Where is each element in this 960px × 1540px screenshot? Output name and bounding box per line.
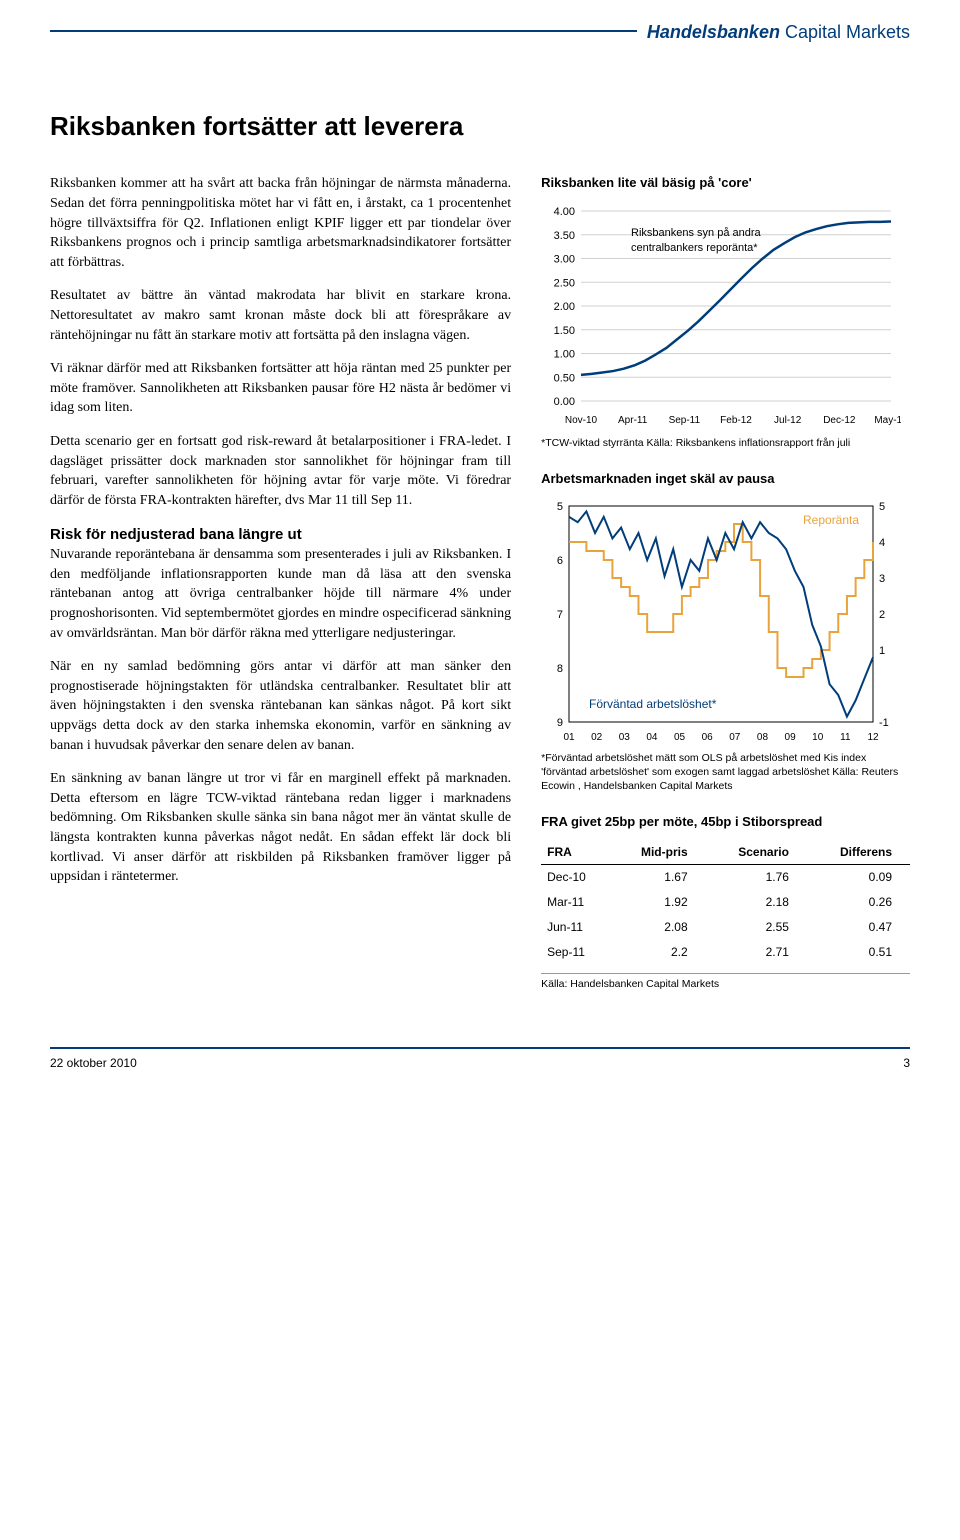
para-2: Resultatet av bättre än väntad makrodata… — [50, 286, 511, 345]
footer: 22 oktober 2010 3 — [50, 1047, 910, 1072]
svg-text:May-13: May-13 — [874, 415, 901, 426]
fra-table: FRAMid-prisScenarioDifferensDec-101.671.… — [541, 840, 910, 965]
svg-text:3.00: 3.00 — [554, 253, 575, 265]
svg-text:06: 06 — [702, 732, 714, 743]
para-1: Riksbanken kommer att ha svårt att backa… — [50, 174, 511, 272]
svg-text:6: 6 — [557, 555, 563, 567]
table-cell: 1.92 — [610, 890, 706, 915]
svg-text:03: 03 — [619, 732, 631, 743]
svg-text:07: 07 — [729, 732, 741, 743]
svg-text:12: 12 — [868, 732, 880, 743]
left-column: Riksbanken kommer att ha svårt att backa… — [50, 174, 511, 1007]
table-cell: 2.2 — [610, 940, 706, 965]
svg-text:3.50: 3.50 — [554, 229, 575, 241]
svg-text:5: 5 — [557, 501, 563, 513]
fra-title: FRA givet 25bp per möte, 45bp i Stiborsp… — [541, 813, 910, 831]
fra-note: Källa: Handelsbanken Capital Markets — [541, 973, 910, 992]
table-cell: Jun-11 — [541, 915, 610, 940]
right-column: Riksbanken lite väl bäsig på 'core' 0.00… — [541, 174, 910, 1007]
footer-page: 3 — [903, 1055, 910, 1072]
fra-col-head: Differens — [807, 840, 910, 865]
chart-2-title: Arbetsmarknaden inget skäl av pausa — [541, 470, 910, 488]
svg-text:7: 7 — [557, 609, 563, 621]
svg-text:8: 8 — [557, 663, 563, 675]
svg-text:9: 9 — [557, 717, 563, 729]
chart-2-svg: 56789-112345010203040506070809101112Repo… — [541, 496, 901, 746]
table-cell: 1.76 — [706, 865, 807, 890]
table-cell: 2.71 — [706, 940, 807, 965]
para-6: När en ny samlad bedömning görs antar vi… — [50, 657, 511, 755]
svg-text:10: 10 — [812, 732, 824, 743]
brand-logo: Handelsbanken Capital Markets — [637, 20, 910, 45]
svg-text:1: 1 — [879, 645, 885, 657]
svg-text:centralbankers reporänta*: centralbankers reporänta* — [631, 242, 758, 254]
brand-light: Capital Markets — [780, 22, 910, 42]
chart-2-note: *Förväntad arbetslöshet mätt som OLS på … — [541, 752, 910, 793]
svg-text:2.50: 2.50 — [554, 277, 575, 289]
svg-text:04: 04 — [646, 732, 658, 743]
svg-text:Jul-12: Jul-12 — [774, 415, 802, 426]
table-row: Jun-112.082.550.47 — [541, 915, 910, 940]
svg-text:-1: -1 — [879, 717, 889, 729]
page-title: Riksbanken fortsätter att leverera — [50, 108, 910, 144]
svg-text:5: 5 — [879, 501, 885, 513]
chart-1-note: *TCW-viktad styrränta Källa: Riksbankens… — [541, 437, 910, 451]
subheading-risk: Risk för nedjusterad bana längre ut — [50, 524, 511, 545]
fra-col-head: FRA — [541, 840, 610, 865]
svg-text:4.00: 4.00 — [554, 206, 575, 218]
table-cell: Dec-10 — [541, 865, 610, 890]
table-cell: 2.18 — [706, 890, 807, 915]
svg-text:2: 2 — [879, 609, 885, 621]
table-cell: Sep-11 — [541, 940, 610, 965]
fra-col-head: Scenario — [706, 840, 807, 865]
chart-1-title: Riksbanken lite väl bäsig på 'core' — [541, 174, 910, 192]
table-cell: 0.51 — [807, 940, 910, 965]
svg-text:01: 01 — [564, 732, 576, 743]
svg-text:05: 05 — [674, 732, 686, 743]
chart-1-svg: 0.00 0.50 1.00 1.50 2.00 2.50 3.00 3.50 4.00 Nov-… — [541, 201, 901, 431]
header-rule: Handelsbanken Capital Markets — [50, 30, 910, 58]
table-cell: 1.67 — [610, 865, 706, 890]
svg-text:08: 08 — [757, 732, 769, 743]
table-cell: Mar-11 — [541, 890, 610, 915]
para-3: Vi räknar därför med att Riksbanken fort… — [50, 359, 511, 418]
brand-bold: Handelsbanken — [647, 22, 780, 42]
table-row: Mar-111.922.180.26 — [541, 890, 910, 915]
footer-date: 22 oktober 2010 — [50, 1055, 137, 1072]
svg-text:4: 4 — [879, 537, 885, 549]
table-cell: 0.09 — [807, 865, 910, 890]
fra-col-head: Mid-pris — [610, 840, 706, 865]
svg-text:Sep-11: Sep-11 — [669, 415, 701, 426]
svg-text:Dec-12: Dec-12 — [823, 415, 856, 426]
para-5: Nuvarande reporäntebana är densamma som … — [50, 545, 511, 643]
fra-section: FRA givet 25bp per möte, 45bp i Stiborsp… — [541, 813, 910, 991]
table-cell: 2.08 — [610, 915, 706, 940]
para-7: En sänkning av banan längre ut tror vi f… — [50, 769, 511, 887]
table-cell: 2.55 — [706, 915, 807, 940]
svg-text:09: 09 — [785, 732, 797, 743]
svg-text:Nov-10: Nov-10 — [565, 415, 598, 426]
para-4: Detta scenario ger en fortsatt god risk-… — [50, 432, 511, 510]
table-row: Dec-101.671.760.09 — [541, 865, 910, 890]
svg-text:11: 11 — [840, 732, 851, 743]
svg-text:1.50: 1.50 — [554, 324, 575, 336]
svg-text:Riksbankens syn på andra: Riksbankens syn på andra — [631, 227, 762, 239]
chart-2-box: Arbetsmarknaden inget skäl av pausa 5 6 7 8… — [541, 470, 910, 793]
table-cell: 0.47 — [807, 915, 910, 940]
svg-text:Feb-12: Feb-12 — [720, 415, 752, 426]
svg-text:Reporänta: Reporänta — [803, 513, 859, 527]
svg-text:Förväntad arbetslöshet*: Förväntad arbetslöshet* — [589, 697, 717, 711]
svg-text:Apr-11: Apr-11 — [618, 415, 648, 426]
chart-1-box: Riksbanken lite väl bäsig på 'core' 0.00… — [541, 174, 910, 450]
table-row: Sep-112.22.710.51 — [541, 940, 910, 965]
svg-text:0.50: 0.50 — [554, 372, 575, 384]
svg-text:0.00: 0.00 — [554, 396, 575, 408]
svg-text:2.00: 2.00 — [554, 301, 575, 313]
svg-text:02: 02 — [591, 732, 603, 743]
table-cell: 0.26 — [807, 890, 910, 915]
svg-text:3: 3 — [879, 573, 885, 585]
svg-text:1.00: 1.00 — [554, 348, 575, 360]
